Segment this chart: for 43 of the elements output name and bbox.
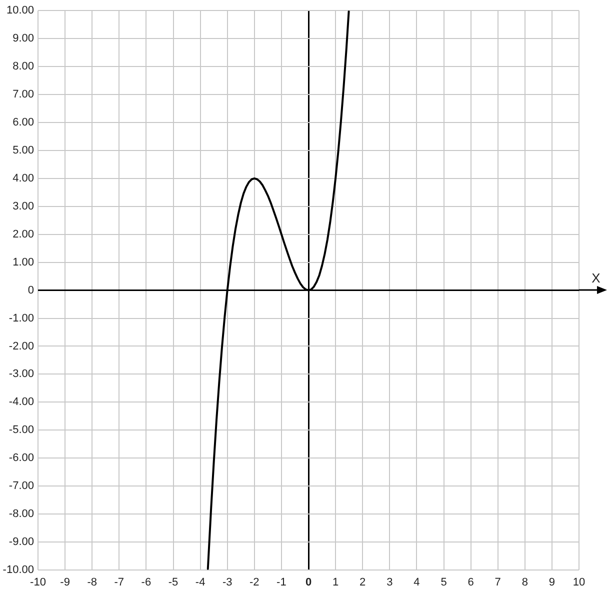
x-tick-label: -4 (195, 576, 206, 589)
y-tick-label: 5.00 (12, 144, 34, 156)
x-tick-label: -7 (114, 576, 124, 589)
x-tick-label: -2 (250, 576, 260, 589)
y-tick-label: -8.00 (8, 508, 34, 520)
y-tick-label: 3.00 (12, 200, 34, 212)
x-tick-label: 10 (572, 576, 586, 589)
y-tick-label: 2.00 (12, 228, 34, 240)
y-tick-label: -6.00 (8, 452, 34, 464)
x-tick-label: 4 (414, 576, 420, 589)
x-tick-label: -1 (276, 576, 286, 589)
x-tick-label: 6 (468, 576, 474, 589)
x-tick-label: -5 (168, 576, 178, 589)
y-tick-label: -9.00 (8, 536, 34, 548)
x-tick-label: -10 (30, 576, 46, 589)
y-tick-label: -5.00 (8, 424, 34, 436)
y-tick-label: 0 (28, 284, 34, 296)
x-axis-title: X (592, 270, 601, 286)
x-tick-label: -8 (87, 576, 97, 589)
y-tick-label: -7.00 (8, 480, 34, 492)
y-tick-label: 1.00 (12, 256, 34, 268)
x-tick-label: -3 (222, 576, 232, 589)
x-tick-label: 0 (305, 576, 312, 589)
y-tick-label: -1.00 (8, 312, 34, 324)
x-tick-label: 2 (360, 576, 366, 589)
x-tick-label: 8 (522, 576, 528, 589)
x-tick-label: -9 (60, 576, 70, 589)
y-tick-label: 6.00 (12, 116, 34, 129)
y-tick-label: -10.00 (2, 564, 34, 576)
x-tick-label: 1 (332, 576, 339, 589)
y-tick-label: -2.00 (8, 340, 34, 352)
x-tick-label: 9 (548, 576, 556, 589)
x-tick-label: -6 (141, 576, 152, 589)
x-tick-label: 7 (494, 576, 501, 589)
y-tick-label: 7.00 (12, 88, 34, 101)
y-tick-label: -3.00 (8, 368, 34, 380)
y-tick-label: -4.00 (8, 396, 34, 408)
y-tick-label: 8.00 (12, 60, 34, 73)
x-tick-label: 3 (386, 576, 393, 589)
y-tick-label: 9.00 (12, 32, 34, 45)
y-tick-label: 10.00 (6, 4, 34, 17)
y-tick-label: 4.00 (12, 172, 34, 184)
x-tick-label: 5 (440, 576, 447, 589)
